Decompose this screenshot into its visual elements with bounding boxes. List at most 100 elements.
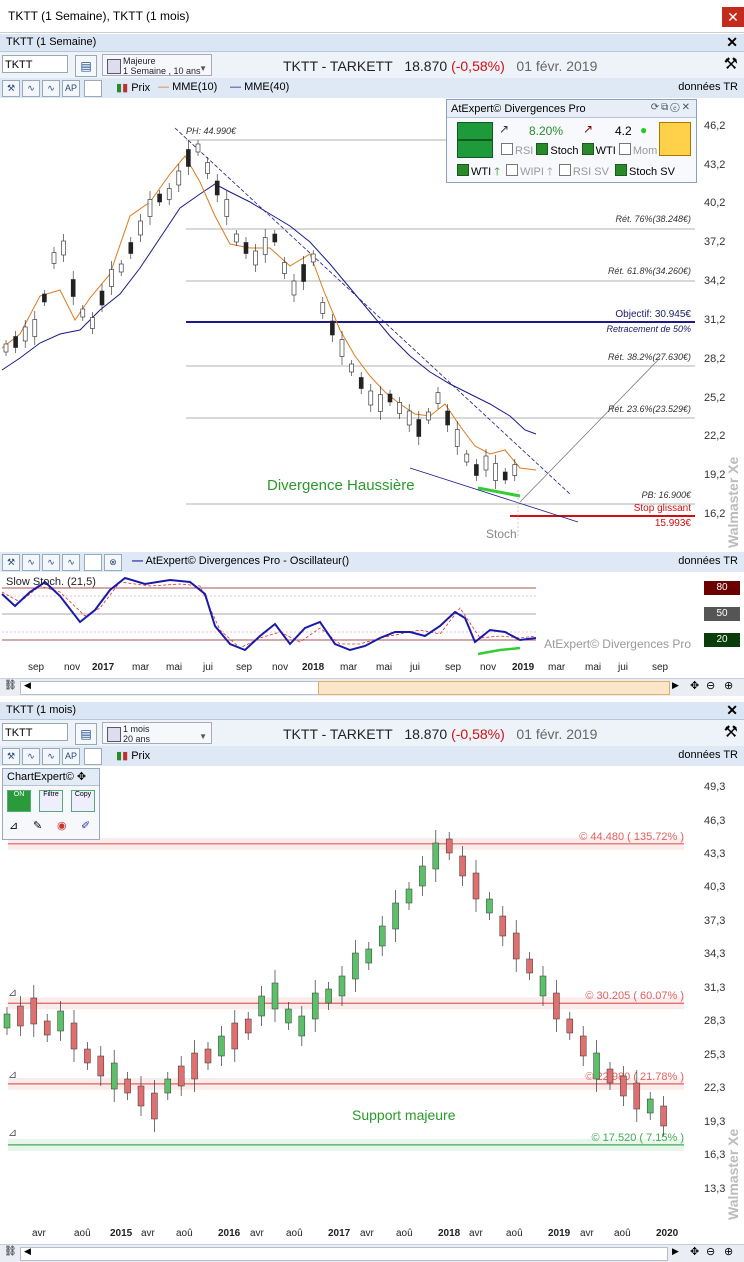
expert-value2: 4.2 — [615, 124, 632, 138]
tools-icon[interactable]: ⚒ — [2, 554, 20, 571]
line-style-icon[interactable]: ∿ — [22, 554, 40, 571]
edit-icon[interactable]: ✐ — [81, 820, 91, 832]
move-icon[interactable]: ✥ — [690, 680, 700, 692]
bottom-panel-close-icon[interactable]: ✕ — [726, 702, 738, 718]
tools-icon[interactable]: ⚒ — [2, 80, 20, 97]
chartexpert-filter-button[interactable]: Filtre — [39, 790, 63, 812]
move-icon[interactable]: ✥ — [690, 1246, 700, 1258]
indicator2-icon[interactable]: ∿ — [62, 554, 80, 571]
palette-icon[interactable]: ◉ — [57, 820, 67, 832]
check-wipi[interactable]: WIPI 🡑 — [506, 164, 553, 178]
chartexpert-on-button[interactable]: ON — [7, 790, 31, 812]
pen-icon[interactable]: ✎ — [33, 820, 43, 832]
bottom-panel-header: TKTT ▤ 1 mois 20 ans ▼ TKTT - TARKETT 18… — [0, 720, 744, 748]
cursor-icon[interactable]: ⊿ — [9, 820, 19, 832]
level-label: © 30.205 ( 60.07% ) — [585, 990, 684, 1002]
candle-body — [164, 1078, 172, 1094]
link-icon[interactable]: ⛓ — [4, 680, 17, 691]
quote-price: 18.870 — [404, 58, 448, 74]
check-rsi[interactable]: RSI — [501, 143, 533, 157]
atexpert-window-icons[interactable]: ⟳⧉ⓔ✕ — [650, 102, 692, 113]
level-label: © 44.480 ( 135.72% ) — [579, 831, 684, 843]
check-rsi-sv[interactable]: RSI SV — [558, 164, 609, 178]
signal-up-button[interactable] — [457, 122, 493, 140]
line-style-icon[interactable]: ∿ — [22, 80, 40, 97]
zoom-in-icon[interactable]: ⊕ — [724, 680, 734, 692]
y-tick: 19,2 — [704, 469, 725, 481]
period-selector[interactable]: 1 mois 20 ans ▼ — [102, 722, 212, 744]
y-tick: 13,3 — [704, 1183, 725, 1195]
zoom-in-icon[interactable]: ⊕ — [724, 1246, 734, 1258]
tools-icon[interactable]: ⚒ — [2, 748, 20, 765]
close-circle-icon[interactable]: ⊗ — [104, 554, 122, 571]
zoom-out-icon[interactable]: ⊖ — [706, 680, 716, 692]
symbol-input[interactable]: TKTT — [2, 55, 68, 73]
x-tick: aoû — [396, 1228, 413, 1239]
check-stoch[interactable]: Stoch — [536, 143, 579, 157]
book-icon[interactable]: ▤ — [75, 723, 97, 745]
top-panel-close-icon[interactable]: ✕ — [726, 34, 738, 50]
check-wti[interactable]: WTI — [581, 143, 616, 157]
scroll-right-icon[interactable]: ▶ — [672, 680, 679, 690]
pb-annotation: PB: 16.900€ — [641, 490, 692, 500]
ap-icon[interactable]: AP — [62, 80, 80, 97]
blank-icon[interactable] — [84, 554, 102, 571]
ap-icon[interactable]: AP — [62, 748, 80, 765]
monthly-price-chart[interactable]: © 44.480 ( 135.72% ) © 30.205 ( 60.07% ) ©… — [0, 766, 744, 1242]
rr-icon: ↗ — [583, 122, 594, 136]
candle-body — [224, 199, 230, 217]
scroll-left-icon[interactable]: ◀ — [24, 680, 31, 690]
blank-icon[interactable] — [84, 748, 102, 765]
symbol-input[interactable]: TKTT — [2, 723, 68, 741]
scroll-left-icon[interactable]: ◀ — [24, 1246, 31, 1256]
line-style-icon[interactable]: ∿ — [22, 748, 40, 765]
tools-icon[interactable]: ⚒ — [723, 56, 738, 73]
data-label: données TR — [678, 555, 738, 567]
tools-icon[interactable]: ⚒ — [723, 724, 738, 741]
x-tick: 2019 — [548, 1228, 571, 1239]
candle-body — [397, 402, 402, 414]
candle-body — [271, 982, 279, 1010]
candle-body — [358, 377, 364, 389]
candle-body — [553, 992, 560, 1020]
level-label: © 17.520 ( 7.15% ) — [592, 1132, 685, 1144]
y-tick: 37,3 — [704, 915, 725, 927]
top-panel-header: TKTT ▤ Majeure 1 Semaine , 10 ans ▼ TKTT… — [0, 52, 744, 80]
check-stoch-sv[interactable]: Stoch SV — [615, 164, 675, 178]
bell-icon[interactable] — [659, 122, 691, 156]
scroll-track[interactable] — [20, 1247, 668, 1261]
window-close-button[interactable]: ✕ — [722, 7, 744, 27]
blank-icon[interactable] — [84, 80, 102, 97]
indicator-icon[interactable]: ∿ — [42, 748, 60, 765]
zoom-out-icon[interactable]: ⊖ — [706, 1246, 716, 1258]
period-selector[interactable]: Majeure 1 Semaine , 10 ans ▼ — [102, 54, 212, 76]
slow-stoch-label: Slow Stoch. (21,5) — [6, 576, 96, 588]
scroll-right-icon[interactable]: ▶ — [672, 1246, 679, 1256]
signal-down-button[interactable] — [457, 140, 493, 158]
check-wti-sv[interactable]: WTI 🡑 — [457, 164, 500, 178]
y-tick: 40,3 — [704, 881, 725, 893]
candle-body — [205, 162, 210, 174]
oscillator-chart[interactable]: Slow Stoch. (21,5) AtExpert© Divergences… — [0, 572, 744, 680]
top-scrollbar[interactable]: ⛓ ◀ ▶ ✥ ⊖ ⊕ — [0, 678, 744, 696]
x-tick: avr — [580, 1228, 595, 1239]
chartexpert-copy-button[interactable]: Copy — [71, 790, 95, 812]
y-tick: 46,2 — [704, 120, 725, 132]
y-tick: 28,2 — [704, 353, 725, 365]
candle-body — [512, 464, 518, 476]
scroll-thumb[interactable] — [318, 681, 670, 695]
candle-body — [118, 263, 124, 273]
candle-body — [231, 1022, 239, 1050]
bottom-scrollbar[interactable]: ⛓ ◀ ▶ ✥ ⊖ ⊕ — [0, 1244, 744, 1262]
legend-prix: ▮▮ Prix — [116, 750, 151, 762]
indicator-icon[interactable]: ∿ — [42, 554, 60, 571]
check-mom[interactable]: Mom — [618, 143, 657, 157]
candle-body — [464, 453, 470, 463]
candle-body — [22, 326, 28, 342]
indicator-icon[interactable]: ∿ — [42, 80, 60, 97]
book-icon[interactable]: ▤ — [75, 55, 97, 77]
fib236-annotation: Rét. 23.6%(23.529€) — [608, 404, 691, 414]
monthly-candles — [3, 830, 667, 1136]
link-icon[interactable]: ⛓ — [4, 1246, 17, 1257]
x-tick: 2018 — [438, 1228, 461, 1239]
